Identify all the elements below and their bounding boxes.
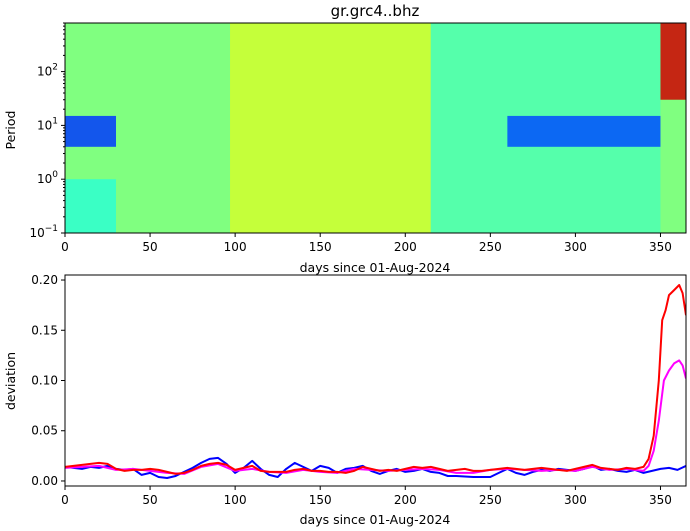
line-series-group — [65, 284, 686, 479]
heatmap-x-tick-label: 350 — [649, 240, 672, 254]
line-x-tick-label: 100 — [224, 493, 247, 507]
heatmap-x-tick-label: 150 — [309, 240, 332, 254]
line-x-tick-label: 350 — [649, 493, 672, 507]
line-x-tick-label: 50 — [142, 493, 157, 507]
heatmap-y-label: Period — [3, 111, 18, 150]
heatmap-x-tick-label: 100 — [224, 240, 247, 254]
line-y-tick-label: 0.20 — [31, 273, 58, 287]
line-x-tick-label: 150 — [309, 493, 332, 507]
heatmap-x-tick-label: 0 — [61, 240, 69, 254]
line-x-tick-label: 250 — [479, 493, 502, 507]
heatmap-band-2 — [116, 23, 231, 233]
heatmap-band-1 — [65, 115, 117, 147]
heatmap-y-tick-label: 101 — [37, 116, 58, 132]
line-y-ticks: 0.00 0.05 0.10 0.15 0.20 — [31, 273, 65, 488]
heatmap-x-tick-label: 250 — [479, 240, 502, 254]
line-x-tick-label: 300 — [564, 493, 587, 507]
line-y-label: deviation — [3, 352, 18, 410]
series-line-1 — [65, 359, 686, 475]
heatmap-y-tick-label: 102 — [37, 63, 58, 79]
heatmap-band-5 — [507, 115, 661, 147]
line-x-label: days since 01-Aug-2024 — [300, 512, 451, 527]
heatmap-x-tick-label: 50 — [142, 240, 157, 254]
line-x-tick-label: 200 — [394, 493, 417, 507]
heatmap-title: gr.grc4..bhz — [331, 2, 420, 20]
heatmap-y-ticks: 10−1 100 101 102 — [29, 22, 65, 240]
line-plot-frame — [64, 274, 687, 487]
heatmap-band-0 — [65, 179, 117, 233]
heatmap-cells — [65, 23, 686, 233]
heatmap-band-3 — [230, 23, 431, 233]
heatmap-x-label: days since 01-Aug-2024 — [300, 260, 451, 275]
heatmap-y-tick-label: 100 — [37, 170, 58, 186]
series-line-2 — [65, 284, 686, 475]
line-y-tick-label: 0.00 — [31, 474, 58, 488]
heatmap-y-tick-label: 10−1 — [29, 224, 58, 240]
line-y-tick-label: 0.10 — [31, 374, 58, 388]
line-x-tick-label: 0 — [61, 493, 69, 507]
line-y-tick-label: 0.15 — [31, 323, 58, 337]
heatmap-x-tick-label: 200 — [394, 240, 417, 254]
line-y-tick-label: 0.05 — [31, 424, 58, 438]
heatmap-band-6 — [660, 23, 686, 100]
line-x-ticks: 0 50 100 150 200 250 300 350 — [61, 486, 672, 507]
heatmap-x-ticks: 0 50 100 150 200 250 300 350 — [61, 233, 672, 254]
heatmap-x-tick-label: 300 — [564, 240, 587, 254]
